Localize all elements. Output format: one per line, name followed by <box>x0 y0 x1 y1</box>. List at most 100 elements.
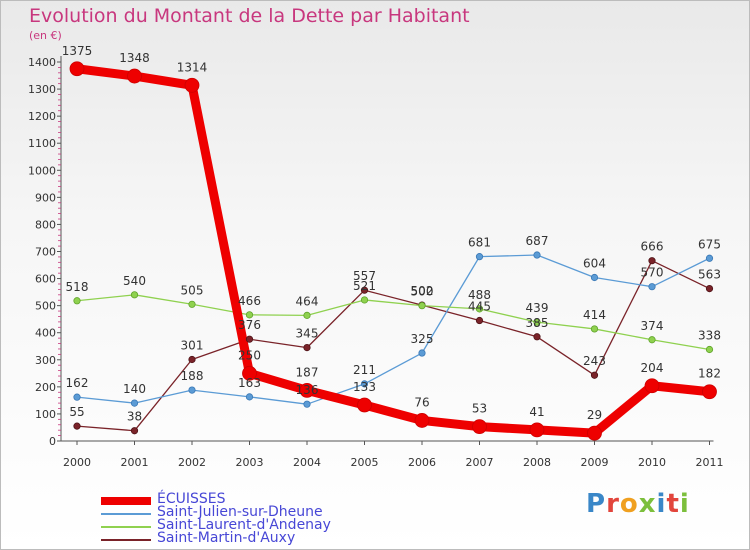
data-label: 1314 <box>177 60 208 74</box>
data-label: 374 <box>641 319 664 333</box>
data-label: 188 <box>181 369 204 383</box>
y-tick-label: 1200 <box>28 110 56 123</box>
data-point <box>303 344 311 352</box>
data-point <box>648 283 656 291</box>
data-point <box>188 355 196 364</box>
data-label: 136 <box>296 383 319 397</box>
data-label: 187 <box>296 365 319 379</box>
x-tick-label: 2011 <box>696 456 724 469</box>
legend-label: Saint-Laurent-d'Andenay <box>157 517 331 533</box>
data-label: 570 <box>641 266 664 280</box>
data-point <box>414 413 430 428</box>
data-point <box>188 386 196 394</box>
data-label: 604 <box>583 256 606 270</box>
data-label: 540 <box>123 274 146 288</box>
data-label: 557 <box>353 269 376 283</box>
data-label: 211 <box>353 363 376 377</box>
x-tick-label: 2008 <box>523 456 551 469</box>
legend-swatch <box>101 497 151 505</box>
y-tick-label: 900 <box>35 191 56 204</box>
legend-item: Saint-Martin-d'Auxy <box>101 530 401 549</box>
data-point <box>705 254 714 262</box>
data-point <box>533 333 541 341</box>
x-tick-label: 2003 <box>236 456 264 469</box>
data-point <box>475 253 484 261</box>
series-line <box>76 260 711 432</box>
data-label: 55 <box>69 405 84 419</box>
legend-item: ÉCUISSES <box>101 491 401 510</box>
data-point <box>590 371 599 379</box>
data-point <box>69 61 85 77</box>
data-label: 38 <box>127 410 142 424</box>
data-label: 345 <box>296 327 319 341</box>
x-tick-label: 2004 <box>293 456 321 469</box>
data-point <box>705 345 714 354</box>
data-label: 675 <box>698 237 721 251</box>
data-point <box>299 382 315 398</box>
series-line <box>76 294 711 351</box>
x-tick-label: 2006 <box>408 456 436 469</box>
data-point <box>73 393 81 401</box>
data-point <box>360 380 369 388</box>
logo-letter: o <box>619 489 639 519</box>
data-point <box>360 296 369 304</box>
x-tick-label: 2000 <box>63 456 91 469</box>
data-label: 204 <box>641 361 664 375</box>
data-point <box>130 291 139 299</box>
data-point <box>127 68 142 84</box>
data-label: 502 <box>411 284 434 298</box>
data-label: 243 <box>583 354 606 368</box>
chart-title: Evolution du Montant de la Dette par Hab… <box>29 5 470 27</box>
data-label: 53 <box>472 402 487 416</box>
proxiti-logo: Proxiti <box>586 489 690 519</box>
y-tick-label: 100 <box>35 408 56 421</box>
y-tick-label: 1300 <box>28 83 56 96</box>
data-point <box>303 400 311 408</box>
data-label: 414 <box>583 308 606 322</box>
data-label: 182 <box>698 367 721 381</box>
data-point <box>533 251 541 259</box>
data-point <box>73 422 81 430</box>
y-tick-label: 300 <box>35 354 56 367</box>
legend-swatch <box>101 526 151 528</box>
data-point <box>475 316 484 325</box>
data-point <box>648 336 656 344</box>
data-label: 439 <box>526 301 549 315</box>
logo-letter: P <box>586 489 607 519</box>
data-point <box>529 422 545 438</box>
logo-letter: i <box>656 489 667 519</box>
series-line <box>72 64 714 438</box>
data-point <box>533 318 541 326</box>
x-tick-label: 2007 <box>466 456 494 469</box>
data-point <box>245 335 254 343</box>
data-label: 687 <box>526 234 549 248</box>
data-label: 325 <box>411 332 434 346</box>
data-label: 563 <box>698 268 721 282</box>
legend-label: ÉCUISSES <box>157 491 226 507</box>
y-tick-label: 0 <box>49 435 56 448</box>
data-label: 29 <box>587 408 602 422</box>
data-point <box>587 425 602 441</box>
data-point <box>357 397 372 413</box>
data-label: 505 <box>181 283 204 297</box>
data-point <box>188 300 196 308</box>
data-label: 464 <box>296 294 319 308</box>
data-label: 41 <box>529 405 544 419</box>
logo-letter: t <box>666 489 680 519</box>
data-point <box>130 399 139 407</box>
legend-label: Saint-Julien-sur-Dheune <box>157 504 323 520</box>
y-tick-label: 1400 <box>28 56 56 69</box>
data-label: 338 <box>698 328 721 342</box>
data-label: 376 <box>238 318 261 332</box>
data-point <box>705 284 714 293</box>
data-point <box>130 427 139 435</box>
x-tick-label: 2010 <box>638 456 666 469</box>
unit-label: (en €) <box>29 29 62 42</box>
x-tick-label: 2002 <box>178 456 206 469</box>
data-point <box>475 305 484 313</box>
y-tick-label: 400 <box>35 327 56 340</box>
data-point <box>360 286 369 294</box>
y-tick-label: 800 <box>35 218 56 231</box>
data-label: 76 <box>414 395 429 409</box>
